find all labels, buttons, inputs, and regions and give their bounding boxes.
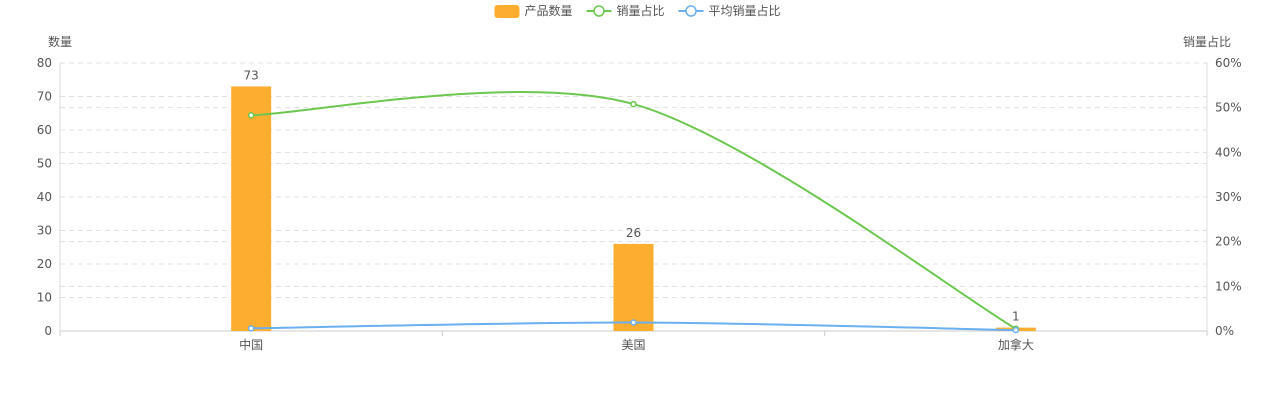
bar-中国[interactable] xyxy=(231,86,272,331)
legend-label: 销量占比 xyxy=(617,3,665,18)
y-left-tick-label: 20 xyxy=(37,257,52,271)
y-right-tick-label: 50% xyxy=(1215,101,1242,115)
y-left-tick-label: 70 xyxy=(37,90,52,104)
y-left-tick-label: 50 xyxy=(37,157,52,171)
x-tick-label: 中国 xyxy=(239,337,263,352)
y-left-tick-label: 10 xyxy=(37,291,52,305)
legend-bar-swatch xyxy=(494,5,520,18)
legend-label: 产品数量 xyxy=(525,3,573,18)
line-layer xyxy=(247,91,1020,334)
line-point-加拿大[interactable] xyxy=(1012,326,1020,334)
y-left-tick-label: 60 xyxy=(37,123,52,137)
line-point-中国[interactable] xyxy=(247,112,255,119)
bar-data-label: 26 xyxy=(626,226,641,240)
legend-item-产品数量[interactable]: 产品数量 xyxy=(494,3,573,18)
legend-item-平均销量占比[interactable]: 平均销量占比 xyxy=(678,3,781,18)
axis-layer: 0 10 20 30 40 50 60 70 80 0% 10% 20% 30% 40% 50% 60% 中国 美… xyxy=(37,56,1242,352)
y-right-tick-label: 40% xyxy=(1215,145,1242,159)
legend-marker xyxy=(685,5,697,17)
legend-item-销量占比[interactable]: 销量占比 xyxy=(586,3,665,18)
y-right-tick-label: 10% xyxy=(1215,279,1242,293)
y-right-axis-title: 销量占比 xyxy=(1183,34,1231,49)
y-left-tick-label: 30 xyxy=(37,224,52,238)
bar-data-label: 1 xyxy=(1012,310,1020,324)
label-layer: 73 26 1 xyxy=(244,68,1020,323)
y-left-tick-label: 40 xyxy=(37,190,52,204)
bar-data-label: 73 xyxy=(244,68,259,82)
line-point-美国[interactable] xyxy=(630,319,637,326)
legend-marker xyxy=(593,5,605,17)
legend-label: 平均销量占比 xyxy=(709,3,781,18)
y-left-tick-label: 80 xyxy=(37,56,52,70)
y-right-tick-label: 0% xyxy=(1215,324,1234,338)
bar-美国[interactable] xyxy=(613,243,654,331)
line-point-中国[interactable] xyxy=(247,325,255,332)
x-tick-label: 美国 xyxy=(621,338,645,352)
y-right-tick-label: 20% xyxy=(1215,235,1242,249)
legend: 产品数量 销量占比 平均销量占比 xyxy=(494,3,781,18)
y-left-axis-title: 数量 xyxy=(48,34,72,49)
line-point-美国[interactable] xyxy=(630,100,637,108)
bar-layer xyxy=(231,86,1036,331)
y-right-tick-label: 30% xyxy=(1215,190,1242,204)
y-right-tick-label: 60% xyxy=(1215,56,1242,70)
y-left-tick-label: 0 xyxy=(44,324,52,338)
x-tick-label: 加拿大 xyxy=(998,337,1034,352)
